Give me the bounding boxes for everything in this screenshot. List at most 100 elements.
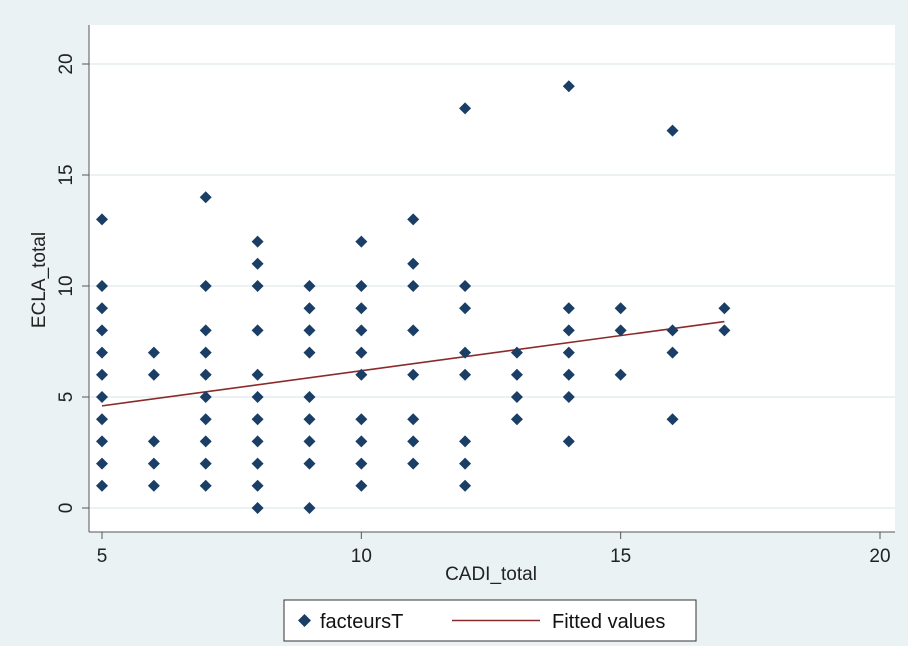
scatter-point [407, 413, 420, 426]
scatter-point [355, 479, 368, 492]
scatter-point [355, 324, 368, 337]
scatter-point [199, 346, 212, 359]
scatter-point [459, 302, 472, 315]
scatter-point [355, 457, 368, 470]
y-tick-label: 0 [56, 503, 77, 514]
scatter-point [614, 302, 627, 315]
scatter-point [303, 413, 316, 426]
y-tick-label: 20 [56, 53, 77, 74]
scatter-point [147, 479, 160, 492]
x-tick-label: 10 [351, 546, 372, 567]
y-tick-label: 15 [56, 164, 77, 185]
scatter-point [96, 280, 108, 292]
scatter-point [459, 346, 472, 359]
scatter-point [355, 280, 368, 292]
scatter-point [199, 391, 212, 403]
scatter-point [303, 280, 316, 292]
scatter-point [303, 391, 316, 403]
scatter-point [96, 457, 108, 470]
scatter-point [510, 413, 523, 426]
x-tick-label: 20 [869, 546, 890, 567]
y-tick-label: 5 [56, 392, 77, 403]
scatter-point [199, 191, 212, 204]
scatter-point [251, 257, 264, 270]
scatter-point [407, 368, 420, 381]
scatter-point [251, 368, 264, 381]
scatter-point [562, 391, 575, 403]
legend-label-series-2: Fitted values [552, 611, 665, 633]
y-tick-label: 10 [56, 275, 77, 296]
legend: facteursT Fitted values [283, 599, 697, 642]
legend-label-series-1: facteursT [320, 611, 403, 633]
scatter-point [510, 368, 523, 381]
scatter-point [303, 324, 316, 337]
scatter-point [199, 280, 212, 292]
scatter-point [251, 280, 264, 292]
scatter-point [199, 435, 212, 448]
scatter-point [459, 368, 472, 381]
scatter-point [96, 391, 108, 403]
scatter-point [303, 302, 316, 315]
scatter-point [459, 280, 472, 292]
x-axis-title: CADI_total [445, 564, 537, 585]
scatter-point [147, 368, 160, 381]
scatter-point [666, 346, 679, 359]
scatter-point [562, 302, 575, 315]
scatter-point [407, 257, 420, 270]
scatter-point [251, 479, 264, 492]
scatter-point [251, 391, 264, 403]
scatter-point [199, 457, 212, 470]
scatter-point [251, 457, 264, 470]
gridlines [89, 63, 895, 509]
scatter-point [96, 479, 108, 492]
scatter-point [614, 368, 627, 381]
scatter-point [251, 502, 264, 514]
scatter-point [407, 324, 420, 337]
scatter-point [459, 479, 472, 492]
scatter-point [96, 368, 108, 381]
scatter-point [147, 346, 160, 359]
scatter-point [718, 324, 731, 337]
scatter-point [459, 435, 472, 448]
scatter-point [251, 435, 264, 448]
scatter-point [562, 435, 575, 448]
scatter-point [251, 413, 264, 426]
scatter-point [355, 435, 368, 448]
scatter-point [199, 368, 212, 381]
scatter-point [407, 213, 420, 226]
scatter-point [355, 368, 368, 381]
scatter-point [407, 280, 420, 292]
scatter-point [355, 302, 368, 315]
scatter-point [407, 457, 420, 470]
scatter-point [562, 346, 575, 359]
scatter-point [562, 80, 575, 93]
scatter-point [718, 302, 731, 315]
scatter-point [96, 213, 108, 226]
scatter-point [510, 391, 523, 403]
scatter-point [96, 413, 108, 426]
scatter-point [199, 479, 212, 492]
scatter-point [199, 413, 212, 426]
scatter-point [147, 435, 160, 448]
scatter-point [614, 324, 627, 337]
scatter-point [562, 368, 575, 381]
scatter-point [666, 324, 679, 337]
scatter-point [199, 324, 212, 337]
scatter-point [666, 413, 679, 426]
scatter-point [303, 502, 316, 514]
scatter-point [459, 457, 472, 470]
scatter-point [355, 413, 368, 426]
scatter-point [303, 457, 316, 470]
scatter-point [96, 302, 108, 315]
plot-area [89, 25, 895, 532]
scatter-point [147, 457, 160, 470]
scatter-point [407, 435, 420, 448]
y-axis-title: ECLA_total [29, 232, 50, 328]
scatter-point [510, 346, 523, 359]
x-tick-label: 5 [97, 546, 108, 567]
axis-ticks: 0 5 10 15 20 5 10 15 20 [56, 53, 891, 567]
scatter-point [96, 346, 108, 359]
scatter-point [562, 324, 575, 337]
